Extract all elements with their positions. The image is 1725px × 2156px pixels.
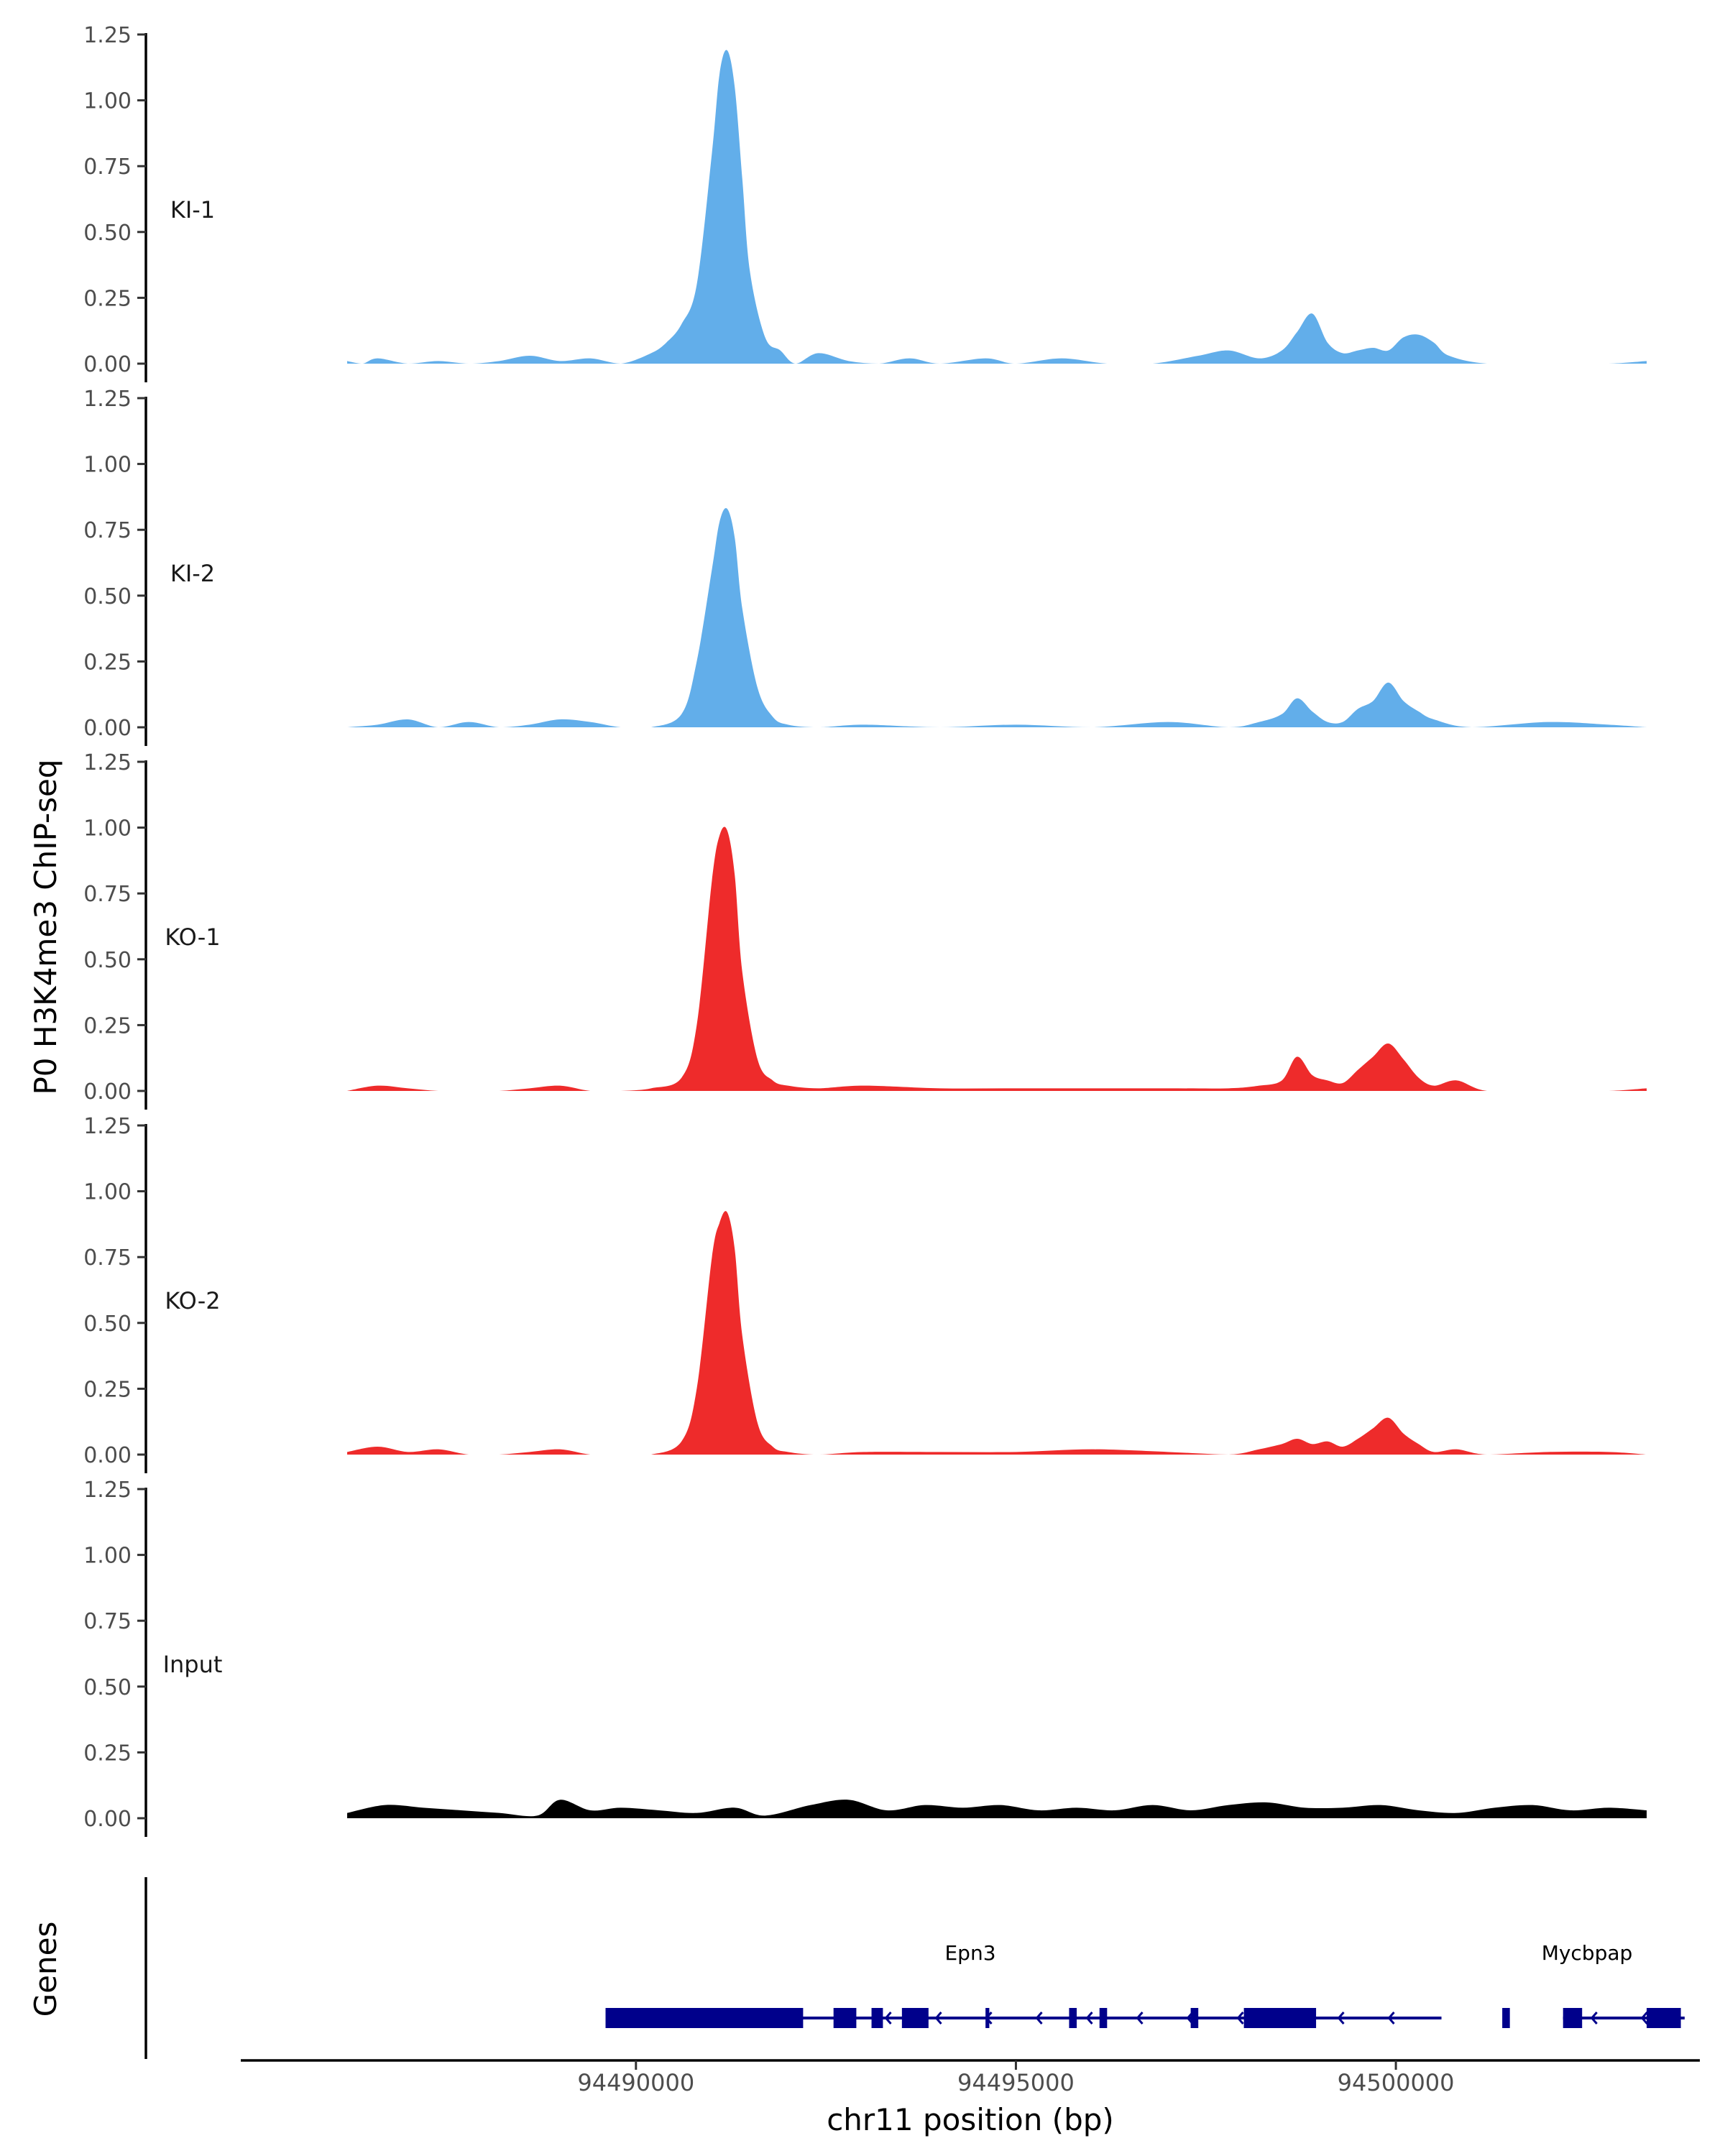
exon [605, 2008, 804, 2028]
y-tick-label: 0.75 [83, 1609, 132, 1634]
strand-arrow [1085, 2012, 1093, 2024]
y-tick-label: 0.75 [83, 882, 132, 907]
y-tick-label: 1.00 [83, 453, 132, 478]
y-tick-label: 0.25 [83, 1377, 132, 1402]
x-tick-label: 94490000 [577, 2069, 694, 2096]
exon [1069, 2008, 1077, 2028]
y-tick-label: 0.00 [83, 716, 132, 741]
y-tick-label: 1.00 [83, 1180, 132, 1205]
track-label: KO-1 [165, 923, 220, 951]
y-axis-title: P0 H3K4me3 ChIP-seq [28, 759, 63, 1095]
exon [1190, 2008, 1199, 2028]
strand-arrow [1236, 2012, 1244, 2024]
y-tick-label: 0.75 [83, 155, 132, 180]
panel-ki-1: 0.00 0.25 0.50 0.75 1.00 1.25 KI-1 [83, 23, 1647, 382]
strand-arrow [1035, 2012, 1043, 2024]
panel-ko-2: 0.00 0.25 0.50 0.75 1.00 1.25 KO-2 [83, 1114, 1647, 1473]
y-tick-label: 1.25 [83, 23, 132, 48]
y-tick-label: 0.50 [83, 221, 132, 246]
y-tick-label: 1.00 [83, 1544, 132, 1569]
track-label: KO-2 [165, 1287, 220, 1314]
track-label: Input [163, 1651, 223, 1678]
strand-arrow [1590, 2012, 1598, 2024]
signal-area-ko-1 [347, 826, 1647, 1091]
y-tick-label: 0.25 [83, 286, 132, 311]
signal-area-input [347, 1800, 1647, 1818]
exon [1563, 2008, 1583, 2028]
strand-arrow [1337, 2012, 1345, 2024]
y-tick-label: 1.00 [83, 816, 132, 842]
signal-area-ki-2 [347, 507, 1647, 727]
strand-arrow [1136, 2012, 1144, 2024]
panel-ki-2: 0.00 0.25 0.50 0.75 1.00 1.25 KI-2 [83, 387, 1647, 746]
y-tick-label: 0.25 [83, 1741, 132, 1766]
x-axis: 94490000 94495000 94500000 [241, 2059, 1700, 2096]
gene-label: Mycbpap [1542, 1941, 1633, 1965]
strand-arrow [934, 2012, 942, 2024]
exon [1502, 2008, 1510, 2028]
y-tick-label: 0.50 [83, 1312, 132, 1337]
y-tick-label: 0.50 [83, 948, 132, 973]
exon [833, 2008, 857, 2028]
y-tick-label: 1.25 [83, 1114, 132, 1139]
gene-epn3: Epn3 [605, 1941, 1681, 2028]
gene-label: Epn3 [944, 1941, 995, 1965]
y-tick-label: 0.00 [83, 1807, 132, 1832]
panel-ko-1: 0.00 0.25 0.50 0.75 1.00 1.25 KO-1 [83, 750, 1647, 1110]
exon [901, 2008, 929, 2028]
gene-mycbpap: Mycbpap [1542, 1941, 1685, 2028]
signal-area-ki-1 [347, 50, 1647, 364]
y-tick-label: 0.25 [83, 1013, 132, 1038]
y-tick-label: 1.00 [83, 89, 132, 114]
signal-area-ko-2 [347, 1211, 1647, 1455]
y-tick-label: 0.50 [83, 584, 132, 609]
y-tick-label: 0.00 [83, 1443, 132, 1468]
y-tick-label: 1.25 [83, 1478, 132, 1503]
strand-arrow [1640, 2012, 1648, 2024]
y-tick-label: 0.75 [83, 1245, 132, 1271]
track-label: KI-2 [170, 560, 215, 587]
y-tick-label: 0.75 [83, 518, 132, 543]
strand-arrow [884, 2012, 892, 2024]
x-axis-title: chr11 position (bp) [827, 2102, 1114, 2137]
track-label: KI-1 [170, 196, 215, 224]
exon [1099, 2008, 1108, 2028]
y-tick-label: 0.00 [83, 1079, 132, 1105]
strand-arrow [1387, 2012, 1395, 2024]
y-tick-label: 1.25 [83, 750, 132, 775]
y-tick-label: 0.25 [83, 650, 132, 675]
y-tick-label: 0.50 [83, 1675, 132, 1700]
y-tick-label: 0.00 [83, 352, 132, 377]
x-tick-label: 94495000 [957, 2069, 1075, 2096]
genes-track-title: Genes [28, 1922, 63, 2017]
x-tick-label: 94500000 [1338, 2069, 1455, 2096]
chip-seq-panels: 0.00 0.25 0.50 0.75 1.00 1.25 KI-1 0.00 0.25 0.50… [83, 23, 1647, 1837]
genes-track: Epn3 Mycbpap [144, 1877, 1685, 2059]
panel-input: 0.00 0.25 0.50 0.75 1.00 1.25 Input [83, 1478, 1647, 1837]
exon [871, 2008, 883, 2028]
exon [1243, 2008, 1317, 2028]
y-tick-label: 1.25 [83, 387, 132, 412]
exon [985, 2008, 990, 2028]
